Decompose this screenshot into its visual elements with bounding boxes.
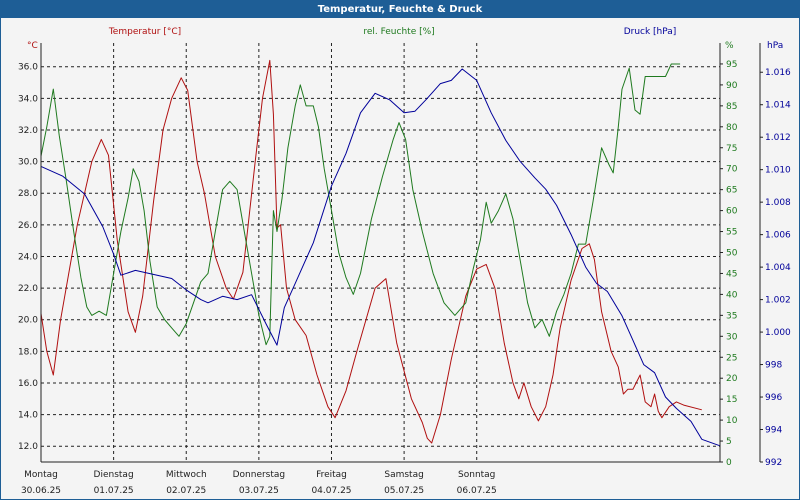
humidity-tick-label: 55 [726, 228, 737, 238]
temperature-tick-label: 32.0 [18, 126, 38, 136]
x-date-label: 05.07.25 [384, 486, 424, 496]
humidity-series-line [40, 63, 681, 346]
pressure-tick-label: 1.010 [765, 166, 791, 176]
humidity-tick-label: 0 [726, 458, 732, 468]
x-date-label: 30.06.25 [21, 486, 61, 496]
grid [41, 43, 720, 462]
humidity-tick-label: 25 [726, 353, 737, 363]
pressure-tick-label: 998 [765, 361, 782, 371]
humidity-tick-label: 60 [726, 207, 738, 217]
line-chart: °C Temperatur [°C] rel. Feuchte [%] Druc… [18, 27, 791, 496]
humidity-tick-label: 85 [726, 102, 737, 112]
pressure-tick-label: 992 [765, 458, 782, 468]
temperature-tick-label: 24.0 [18, 252, 38, 262]
series [40, 59, 721, 447]
x-date-label: 03.07.25 [239, 486, 279, 496]
pressure-tick-label: 1.004 [765, 263, 791, 273]
pressure-tick-label: 1.016 [765, 68, 791, 78]
pressure-tick-label: 1.008 [765, 198, 791, 208]
humidity-tick-label: 75 [726, 144, 737, 154]
humidity-tick-label: 65 [726, 186, 737, 196]
humidity-tick-label: 5 [726, 437, 732, 447]
humidity-legend-label: rel. Feuchte [%] [363, 27, 434, 37]
pressure-legend-label: Druck [hPa] [624, 27, 677, 37]
x-day-label: Freitag [316, 470, 347, 480]
humidity-tick-label: 95 [726, 60, 737, 70]
temperature-tick-label: 12.0 [18, 442, 38, 452]
pressure-tick-label: 994 [765, 426, 782, 436]
temperature-tick-label: 26.0 [18, 221, 38, 231]
temperature-legend-label: Temperatur [°C] [108, 27, 181, 37]
x-date-label: 01.07.25 [94, 486, 134, 496]
x-day-label: Samstag [384, 470, 423, 480]
axes: °C Temperatur [°C] rel. Feuchte [%] Druc… [27, 27, 783, 463]
pressure-tick-label: 1.014 [765, 101, 791, 111]
temperature-tick-label: 14.0 [18, 411, 38, 421]
pressure-tick-label: 996 [765, 393, 782, 403]
temperature-tick-label: 34.0 [18, 94, 38, 104]
window-title: Temperatur, Feuchte & Druck [1, 1, 799, 18]
humidity-tick-label: 70 [726, 165, 738, 175]
temperature-tick-label: 30.0 [18, 158, 38, 168]
pressure-series-line [40, 68, 721, 447]
humidity-tick-label: 45 [726, 269, 737, 279]
temperature-series-line [40, 59, 702, 444]
temperature-tick-label: 22.0 [18, 284, 38, 294]
humidity-tick-label: 30 [726, 332, 738, 342]
pressure-tick-label: 1.006 [765, 231, 791, 241]
x-day-label: Montag [24, 470, 58, 480]
pressure-unit-label: hPa [767, 41, 783, 51]
pressure-tick-label: 1.000 [765, 328, 791, 338]
temperature-tick-label: 16.0 [18, 379, 38, 389]
pressure-tick-label: 1.002 [765, 296, 791, 306]
x-date-label: 02.07.25 [166, 486, 206, 496]
temperature-tick-label: 36.0 [18, 63, 38, 73]
temperature-tick-label: 28.0 [18, 189, 38, 199]
pressure-tick-label: 1.012 [765, 133, 791, 143]
humidity-tick-label: 90 [726, 81, 738, 91]
x-day-label: Sonntag [458, 470, 495, 480]
humidity-tick-label: 20 [726, 374, 738, 384]
humidity-tick-label: 80 [726, 123, 738, 133]
temperature-tick-label: 20.0 [18, 316, 38, 326]
humidity-unit-label: % [725, 41, 734, 51]
temperature-tick-label: 18.0 [18, 347, 38, 357]
x-day-label: Mittwoch [166, 470, 207, 480]
humidity-tick-label: 50 [726, 249, 738, 259]
tick-labels: 12.0 14.0 16.0 18.0 20.0 22.0 24.0 26.0 28.0 30.0… [18, 60, 791, 496]
humidity-tick-label: 35 [726, 311, 737, 321]
humidity-tick-label: 10 [726, 416, 738, 426]
x-day-label: Donnerstag [233, 470, 286, 480]
humidity-tick-label: 40 [726, 290, 738, 300]
x-day-label: Dienstag [94, 470, 134, 480]
temperature-unit-label: °C [27, 41, 38, 51]
humidity-tick-label: 15 [726, 395, 737, 405]
x-date-label: 06.07.25 [457, 486, 497, 496]
x-date-label: 04.07.25 [311, 486, 351, 496]
